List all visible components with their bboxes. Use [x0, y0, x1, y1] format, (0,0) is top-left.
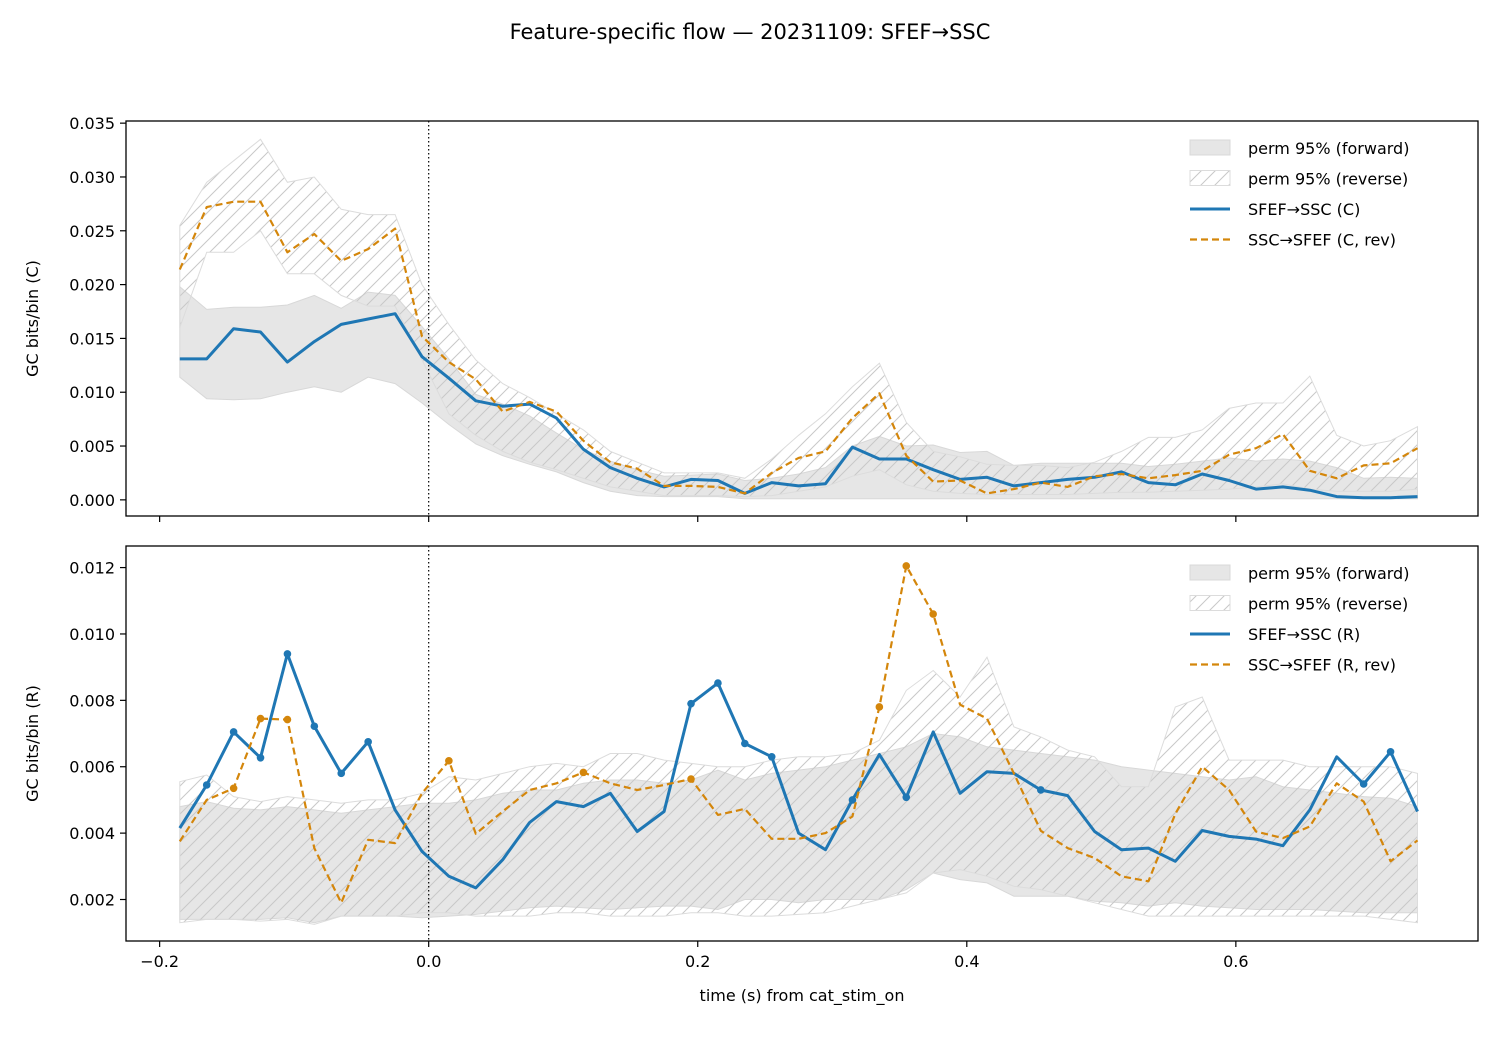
series-forward-point [902, 793, 911, 802]
series-forward-line [178, 652, 1419, 890]
series-forward-line [179, 312, 1418, 500]
legend-label: SFEF→SSC (R) [1248, 625, 1360, 644]
y-tick-label: 0.010 [69, 383, 115, 402]
series-reverse-point [229, 784, 238, 793]
y-tick-label: 0.035 [69, 114, 115, 133]
series-forward-point [1036, 786, 1045, 794]
series-forward-point [229, 728, 238, 736]
band-reverse [179, 656, 1418, 925]
x-tick-label: 0.6 [1223, 952, 1248, 971]
y-tick-label: 0.025 [69, 222, 115, 241]
series-reverse-point [929, 610, 937, 618]
y-tick-label: 0.015 [69, 329, 115, 348]
y-tick-label: 0.030 [69, 168, 115, 187]
x-tick-label: −0.2 [140, 952, 179, 971]
series-forward-point [310, 722, 319, 731]
series-forward-point [741, 739, 749, 748]
series-reverse-point [902, 562, 911, 570]
y-axis-label: GC bits/bin (C) [23, 260, 42, 377]
series-forward-point [364, 738, 372, 746]
figure-title: Feature-specific flow — 20231109: SFEF→S… [510, 20, 991, 44]
x-tick-label: 0.2 [685, 952, 710, 971]
plot-area [178, 546, 1419, 941]
legend-label: perm 95% (reverse) [1248, 170, 1408, 189]
series-forward-point [1386, 747, 1395, 756]
series-forward-point [714, 679, 722, 687]
y-tick-label: 0.008 [69, 691, 115, 710]
series-reverse-point [445, 756, 453, 765]
series-forward-point [337, 769, 346, 778]
series-reverse-point [283, 715, 292, 724]
y-tick-label: 0.012 [69, 559, 115, 578]
series-reverse-point [875, 703, 884, 711]
legend-label: SSC→SFEF (R, rev) [1248, 656, 1396, 675]
legend-label: SSC→SFEF (C, rev) [1248, 231, 1396, 250]
series-forward-point [202, 781, 211, 789]
series-forward-point [848, 796, 857, 804]
axes-frame [125, 120, 1479, 517]
x-axis-label: time (s) from cat_stim_on [700, 986, 905, 1006]
legend: perm 95% (forward) perm 95% (reverse) SFEF… [1189, 139, 1409, 250]
panel-top: 0.000 0.005 0.010 0.015 0.020 0.025 0.030 0.035… [23, 114, 1479, 522]
series-reverse-point [687, 775, 695, 783]
series-forward-point [256, 753, 265, 762]
series-reverse-point [256, 714, 265, 723]
y-tick-label: 0.006 [69, 758, 115, 777]
legend-swatch-reverse-band [1189, 170, 1231, 186]
plot-area [178, 121, 1419, 516]
y-tick-label: 0.005 [69, 437, 115, 456]
panel-bottom: 0.002 0.004 0.006 0.008 0.010 0.012 −0.2 0.0 0.2… [23, 545, 1479, 971]
y-tick-label: 0.002 [69, 891, 115, 910]
legend: perm 95% (forward) perm 95% (reverse) SFEF… [1189, 564, 1409, 675]
axes-frame [125, 545, 1479, 942]
y-tick-label: 0.020 [69, 276, 115, 295]
series-reverse-point [579, 768, 588, 777]
series-forward-point [767, 752, 776, 761]
legend-label: SFEF→SSC (C) [1248, 200, 1360, 219]
legend-label: perm 95% (reverse) [1248, 595, 1408, 614]
y-tick-label: 0.010 [69, 625, 115, 644]
legend-swatch-forward-band [1189, 139, 1231, 156]
band-reverse [179, 138, 1418, 498]
legend-swatch-reverse-band [1189, 595, 1231, 611]
series-forward-point [1359, 780, 1368, 788]
x-tick-label: 0.0 [416, 952, 441, 971]
series-forward-point [283, 650, 292, 658]
y-tick-label: 0.000 [69, 491, 115, 510]
series-reverse-line [178, 200, 1419, 495]
legend-swatch-forward-band [1189, 564, 1231, 581]
y-axis-label: GC bits/bin (R) [23, 685, 42, 802]
series-forward-point [687, 699, 695, 708]
legend-label: perm 95% (forward) [1248, 564, 1409, 583]
x-tick-label: 0.4 [954, 952, 979, 971]
legend-label: perm 95% (forward) [1248, 139, 1409, 158]
y-tick-label: 0.004 [69, 824, 115, 843]
